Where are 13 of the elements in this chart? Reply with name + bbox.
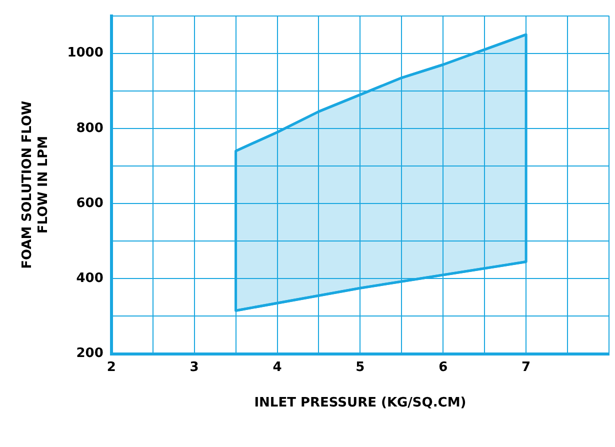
y-tick-label: 800 <box>76 120 104 136</box>
x-tick-label: 7 <box>522 360 531 375</box>
x-tick-label: 6 <box>438 360 448 375</box>
y-tick-label: 1000 <box>67 46 104 61</box>
y-axis-title: FOAM SOLUTION FLOW FLOW IN LPM <box>20 100 51 269</box>
x-tick-label: 2 <box>106 360 116 375</box>
x-axis-title: INLET PRESSURE (KG/SQ.CM) <box>254 396 466 411</box>
x-tick-label: 3 <box>190 360 199 375</box>
y-tick-label: 400 <box>76 271 104 286</box>
y-tick-label: 200 <box>76 346 104 362</box>
x-tick-label: 4 <box>272 360 282 375</box>
x-tick-label: 5 <box>356 360 365 375</box>
y-tick-label: 600 <box>76 196 104 211</box>
